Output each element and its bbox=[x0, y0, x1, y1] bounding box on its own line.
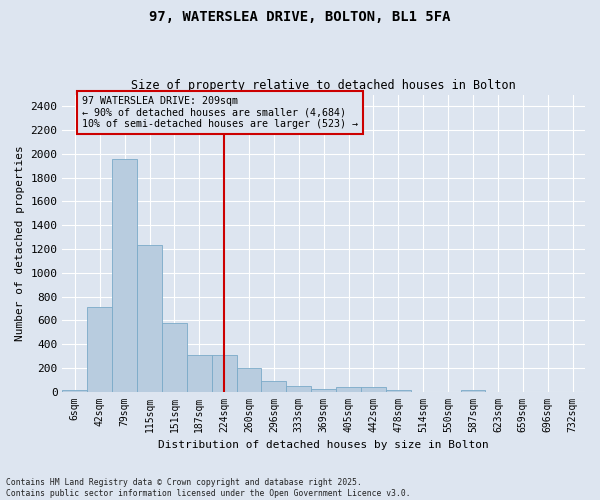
Y-axis label: Number of detached properties: Number of detached properties bbox=[15, 145, 25, 341]
Bar bbox=[461, 390, 485, 392]
Bar bbox=[286, 386, 311, 392]
Bar bbox=[212, 354, 236, 392]
Bar bbox=[187, 354, 212, 392]
Bar bbox=[88, 307, 112, 392]
Bar bbox=[112, 158, 137, 392]
Bar bbox=[336, 388, 361, 392]
X-axis label: Distribution of detached houses by size in Bolton: Distribution of detached houses by size … bbox=[158, 440, 489, 450]
Bar bbox=[236, 368, 262, 392]
Text: 97 WATERSLEA DRIVE: 209sqm
← 90% of detached houses are smaller (4,684)
10% of s: 97 WATERSLEA DRIVE: 209sqm ← 90% of deta… bbox=[82, 96, 358, 129]
Bar bbox=[311, 388, 336, 392]
Title: Size of property relative to detached houses in Bolton: Size of property relative to detached ho… bbox=[131, 79, 516, 92]
Bar bbox=[262, 382, 286, 392]
Bar bbox=[162, 322, 187, 392]
Bar bbox=[361, 388, 386, 392]
Bar bbox=[137, 245, 162, 392]
Text: 97, WATERSLEA DRIVE, BOLTON, BL1 5FA: 97, WATERSLEA DRIVE, BOLTON, BL1 5FA bbox=[149, 10, 451, 24]
Bar bbox=[62, 390, 88, 392]
Bar bbox=[386, 390, 411, 392]
Text: Contains HM Land Registry data © Crown copyright and database right 2025.
Contai: Contains HM Land Registry data © Crown c… bbox=[6, 478, 410, 498]
